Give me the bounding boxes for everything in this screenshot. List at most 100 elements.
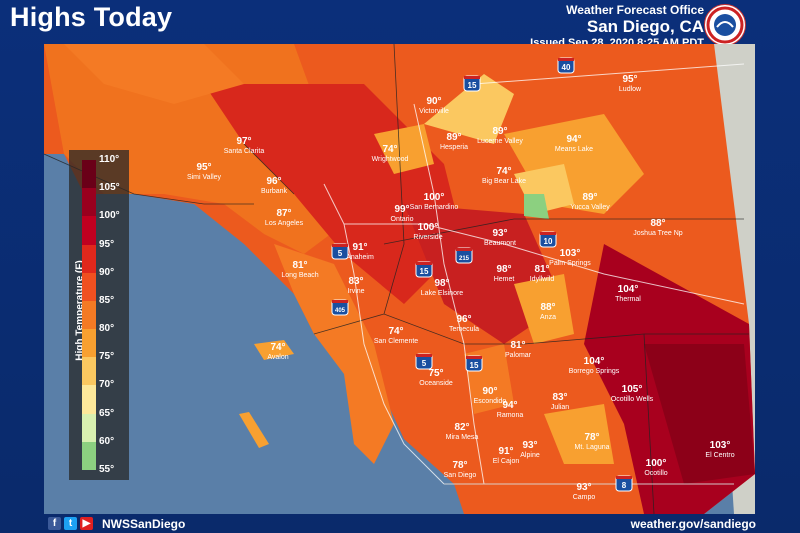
social-handle[interactable]: NWSSanDiego (102, 517, 186, 531)
place-temp: 98° (496, 264, 511, 275)
svg-text:5: 5 (338, 249, 343, 258)
place-temp: 89° (446, 132, 461, 143)
place-city: Lucerne Valley (477, 138, 523, 145)
place-temp: 98° (434, 278, 449, 289)
page-title: Highs Today (10, 2, 173, 32)
legend-tick: 65° (99, 407, 115, 419)
place-city: Mira Mesa (446, 434, 479, 441)
svg-text:15: 15 (470, 361, 479, 370)
svg-text:405: 405 (335, 308, 346, 314)
legend-color-bar (82, 160, 96, 471)
highway-shield: 15 (463, 75, 481, 92)
facebook-icon[interactable]: f (48, 517, 61, 530)
place-city: Thermal (615, 296, 641, 303)
place-city: Idyllwild (530, 276, 555, 283)
place-city: Borrego Springs (569, 368, 620, 375)
place-temp: 87° (276, 208, 291, 219)
legend-tick: 80° (99, 323, 115, 335)
place-city: Ocotillo (644, 470, 667, 477)
place-city: Burbank (261, 188, 288, 195)
legend-swatch (82, 329, 96, 358)
legend-swatch (82, 413, 96, 443)
twitter-icon[interactable]: t (64, 517, 77, 530)
place-temp: 96° (266, 176, 281, 187)
place-city: Anza (540, 314, 556, 321)
svg-text:40: 40 (562, 63, 571, 72)
place-city: El Centro (705, 452, 734, 459)
place-city: Ontario (391, 216, 414, 223)
place-temp: 95° (622, 74, 637, 85)
place-city: San Clemente (374, 338, 418, 345)
legend-swatch (82, 160, 96, 189)
place-temp: 91° (352, 242, 367, 253)
place-city: El Cajon (493, 458, 520, 465)
youtube-icon[interactable]: ▶ (80, 517, 93, 530)
legend-tick: 90° (99, 266, 115, 278)
place-city: Temecula (449, 326, 479, 333)
place-temp: 99° (394, 204, 409, 215)
legend-swatch (82, 441, 96, 471)
legend-swatch (82, 385, 96, 415)
place-temp: 95° (196, 162, 211, 173)
place-temp: 96° (456, 314, 471, 325)
highway-shield: 40 (557, 57, 575, 74)
place-city: Campo (573, 494, 596, 501)
place-city: Alpine (520, 452, 540, 459)
legend-swatch (82, 188, 96, 217)
office-name: Weather Forecast Office (566, 3, 704, 17)
temperature-legend: High Temperature (F) 110° 105° 100° 95° 90° 8… (69, 150, 129, 480)
legend-swatch (82, 300, 96, 330)
place-temp: 89° (582, 192, 597, 203)
place-city: Los Angeles (265, 220, 304, 227)
place-city: Ludlow (619, 86, 642, 93)
place-temp: 74° (496, 166, 511, 177)
highway-shield: 15 (415, 261, 433, 278)
place-city: Hemet (494, 276, 515, 283)
svg-text:10: 10 (544, 237, 553, 246)
place-temp: 75° (428, 368, 443, 379)
place-city: Escondido (474, 398, 507, 405)
highway-shield: 405 (331, 299, 349, 316)
legend-tick: 70° (99, 379, 115, 391)
place-city: Lake Elsinore (421, 290, 464, 297)
place-temp: 93° (576, 482, 591, 493)
website-url[interactable]: weather.gov/sandiego (630, 517, 756, 531)
svg-text:15: 15 (420, 267, 429, 276)
place-temp: 81° (534, 264, 549, 275)
place-temp: 83° (348, 276, 363, 287)
place-city: Means Lake (555, 146, 593, 153)
place-temp: 100° (646, 458, 667, 469)
place-temp: 78° (452, 460, 467, 471)
place-temp: 83° (552, 392, 567, 403)
legend-tick: 75° (99, 351, 115, 363)
place-city: Julian (551, 404, 569, 411)
place-city: Beaumont (484, 240, 516, 247)
place-city: Simi Valley (187, 174, 222, 181)
place-city: Long Beach (281, 272, 318, 279)
place-temp: 90° (482, 386, 497, 397)
place-city: Avalon (267, 354, 288, 361)
place-temp: 89° (492, 126, 507, 137)
place-temp: 74° (270, 342, 285, 353)
place-city: Mt. Laguna (574, 444, 609, 451)
svg-text:15: 15 (468, 81, 477, 90)
place-city: Joshua Tree Np (633, 230, 683, 237)
place-temp: 78° (584, 432, 599, 443)
place-city: Yucca Valley (570, 204, 610, 211)
legend-tick: 85° (99, 294, 115, 306)
svg-text:8: 8 (622, 481, 627, 490)
place-city: Anaheim (346, 254, 374, 261)
place-city: Riverside (413, 234, 442, 241)
nws-logo (704, 4, 746, 46)
footer: f t ▶ NWSSanDiego weather.gov/sandiego (0, 513, 800, 533)
place-temp: 74° (388, 326, 403, 337)
place-temp: 105° (622, 384, 643, 395)
legend-swatch (82, 357, 96, 386)
legend-tick: 55° (99, 464, 115, 475)
highway-shield: 5 (415, 353, 433, 370)
temperature-map: 97° Santa Clarita 95° Simi Valley 96° Burbank… (44, 44, 755, 514)
place-city: San Diego (444, 472, 477, 479)
highway-shield: 5 (331, 243, 349, 260)
place-temp: 82° (454, 422, 469, 433)
